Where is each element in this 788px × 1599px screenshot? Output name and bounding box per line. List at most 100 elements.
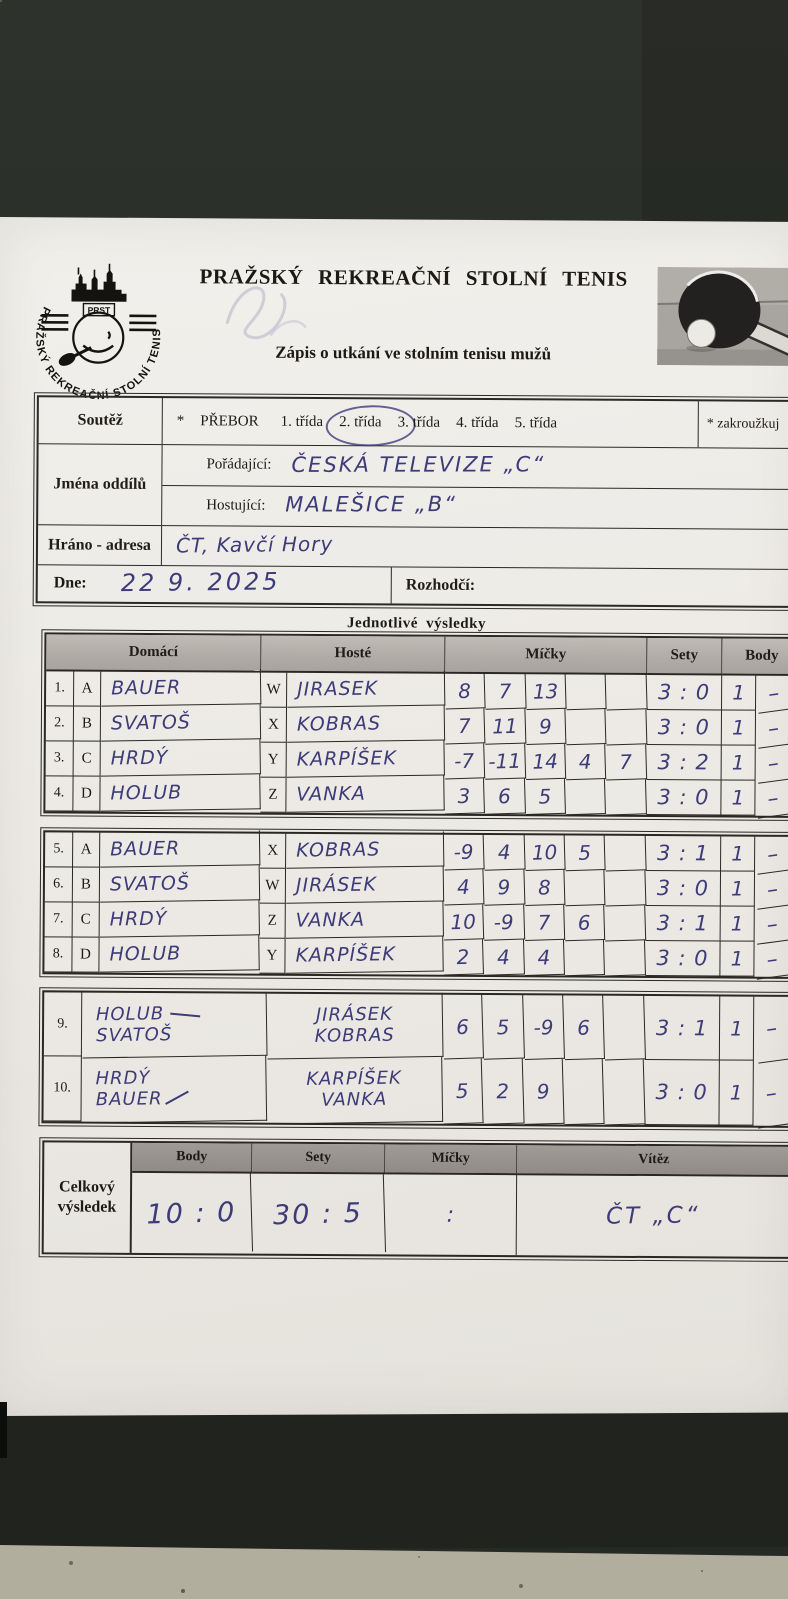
ball-score: 7 — [605, 744, 648, 781]
guest-point: – — [749, 1058, 788, 1129]
date-value: 22 9. 2025 — [120, 567, 281, 598]
results-section-title: Jednotlivé výsledky — [347, 615, 487, 633]
home-code: A — [73, 832, 101, 868]
ball-score: -9 — [443, 834, 485, 871]
ball-score: 4 — [483, 834, 526, 871]
home-pair: HRDÝ BAUER — [81, 1055, 268, 1124]
ball-score: 8 — [444, 673, 486, 710]
date-cell: Dne: 22 9. 2025 — [37, 565, 392, 604]
home-code: C — [73, 741, 101, 777]
home-code: A — [74, 671, 102, 707]
guest-player: KARPÍŠEK — [286, 740, 445, 778]
floor-strip — [0, 1545, 788, 1599]
guest-point: – — [752, 833, 788, 875]
final-result-label: Celkový výsledek — [43, 1142, 133, 1253]
option-class-1: 1. třída — [280, 413, 324, 430]
sets-score: 3 : 1 — [645, 905, 721, 942]
match-info-table: Soutěž * PŘEBOR 1. třída 2. třída 3. tří… — [32, 391, 788, 612]
form-title: Zápis o utkání ve stolním tenisu mužů — [275, 342, 552, 364]
venue-label: Hráno - adresa — [37, 525, 163, 566]
guest-point: – — [752, 938, 788, 980]
home-point: 1 — [721, 675, 757, 711]
match-number: 3. — [45, 741, 74, 777]
guest-code: X — [260, 707, 288, 743]
guest-point: – — [753, 777, 788, 819]
sets-score: 3 : 1 — [644, 995, 721, 1061]
home-player-1-name: HOLUB — [95, 1003, 165, 1026]
ball-score: 4 — [443, 869, 485, 906]
guest-code: W — [259, 868, 287, 904]
guest-player-1: KARPÍŠEK — [306, 1067, 402, 1091]
home-player-2-name: BAUER — [95, 1088, 163, 1111]
table-edge-band — [0, 1412, 788, 1550]
competition-row: Soutěž * PŘEBOR 1. třída 2. třída 3. tří… — [38, 397, 788, 449]
ball-score: 6 — [564, 905, 606, 942]
ball-score: 5 — [441, 1058, 484, 1125]
home-player: HOLUB — [99, 935, 260, 973]
club-logo: PRAŽSKÝ REKREAČNÍ STOLNÍ TENIS PRST — [33, 263, 164, 403]
option-prebor: PŘEBOR — [200, 412, 259, 430]
ball-score: -9 — [523, 994, 565, 1060]
sets-score: 3 : 0 — [646, 709, 722, 746]
competition-options: * PŘEBOR 1. třída 2. třída 3. třída 4. t… — [163, 398, 698, 448]
ball-score: 5 — [524, 778, 566, 815]
column-header-sets: Sety — [647, 637, 723, 676]
home-point: 1 — [719, 996, 755, 1061]
guest-player: KOBRAS — [285, 831, 445, 869]
castle-icon — [71, 263, 127, 302]
ball-score: 6 — [483, 778, 526, 815]
pen-stroke — [164, 1090, 189, 1105]
summary-balls-value: : — [384, 1174, 518, 1256]
summary-header-balls: Míčky — [385, 1144, 518, 1176]
home-player-2: SVATOŠ — [96, 1023, 173, 1046]
match-number: 5. — [45, 832, 74, 868]
match-number: 7. — [44, 902, 73, 938]
sets-score: 3 : 0 — [645, 870, 722, 907]
home-point: 1 — [721, 745, 756, 781]
guest-team-value: MALEŠICE „B“ — [285, 492, 458, 517]
ball-score: 6 — [442, 994, 484, 1060]
home-point: 1 — [720, 941, 755, 977]
team-names-row: Jména oddílů Pořádající: ČESKÁ TELEVIZE … — [38, 444, 788, 530]
summary-sets-value: 30 : 5 — [250, 1172, 387, 1256]
logo-stripes — [41, 313, 157, 332]
ball-score: 3 — [443, 778, 485, 815]
home-player: BAUER — [99, 830, 261, 868]
date-label: Dne: — [53, 574, 87, 592]
sets-score: 3 : 0 — [644, 1059, 720, 1126]
ball-score: 13 — [525, 673, 567, 710]
ball-score — [605, 709, 648, 746]
sets-score: 3 : 2 — [646, 744, 722, 781]
ball-score: 2 — [442, 939, 484, 976]
home-point: 1 — [721, 710, 756, 746]
ball-score — [565, 709, 607, 746]
summary-points-value: 10 : 0 — [130, 1171, 254, 1255]
home-point: 1 — [719, 1060, 754, 1126]
ball-score: 7 — [484, 673, 527, 710]
ball-score: 5 — [564, 835, 606, 872]
final-result-table: Celkový výsledek Body Sety Míčky Vítěz 1… — [38, 1136, 788, 1263]
ball-score — [603, 995, 646, 1061]
ball-score: 9 — [483, 869, 526, 906]
doubles-table: 9. HOLUB SVATOŠ JIRÁSEK KOBRAS 6 5 -9 6 … — [37, 986, 788, 1132]
guest-player-2: KOBRAS — [314, 1024, 395, 1047]
sets-score: 3 : 1 — [646, 835, 722, 872]
guest-player: KOBRAS — [286, 705, 446, 743]
guest-point: – — [753, 707, 788, 749]
guest-code: Y — [259, 938, 286, 974]
pen-scribble — [225, 286, 307, 340]
match-number: 2. — [45, 706, 75, 742]
guest-team-row: Hostující: MALEŠICE „B“ — [162, 486, 788, 529]
match-number: 10. — [43, 1056, 82, 1122]
guest-code: W — [261, 672, 288, 708]
sets-score: 3 : 0 — [646, 779, 722, 816]
ball-score: 4 — [482, 939, 525, 976]
guest-player: JIRASEK — [286, 670, 446, 708]
ball-score — [604, 779, 647, 816]
guest-team-label: Hostující: — [206, 497, 266, 514]
guest-code: Z — [260, 777, 287, 813]
sets-score: 3 : 0 — [645, 940, 721, 977]
match-number: 8. — [44, 937, 73, 973]
ball-score: -11 — [484, 743, 527, 780]
table-surface-shade — [642, 0, 788, 236]
